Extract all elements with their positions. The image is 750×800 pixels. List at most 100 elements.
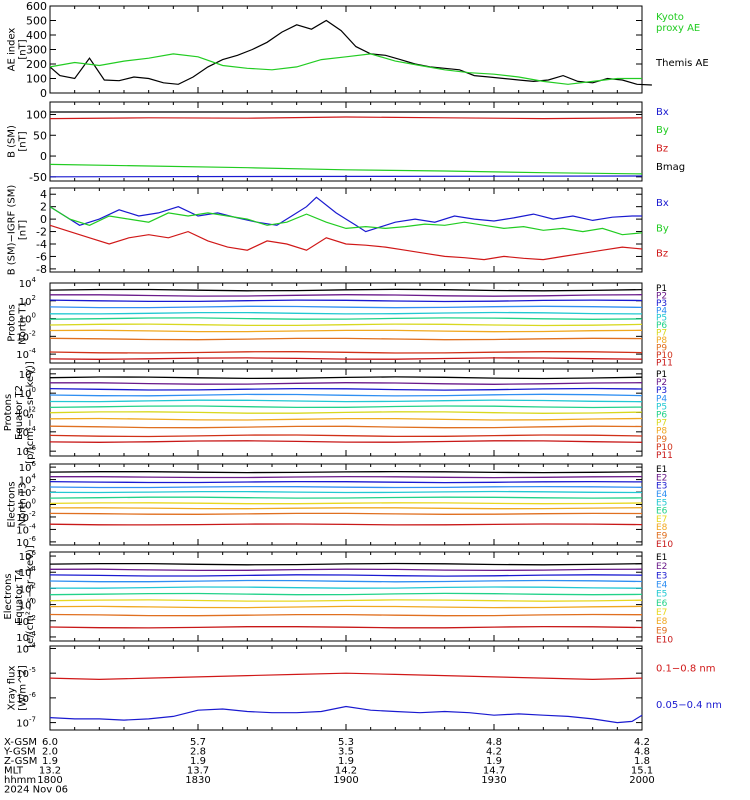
footer-value: 13.7 bbox=[187, 766, 209, 777]
legend-item: E8 bbox=[656, 523, 668, 533]
footer-value: 14.7 bbox=[483, 766, 505, 777]
channel-line bbox=[49, 502, 643, 505]
channel-line bbox=[49, 574, 643, 577]
y-tick-exponent: -4 bbox=[29, 522, 37, 530]
legend-item: E1 bbox=[656, 465, 667, 475]
y-tick-exponent: 4 bbox=[32, 473, 37, 481]
y-tick-label: -6 bbox=[36, 250, 47, 263]
footer-value: 1.9 bbox=[486, 756, 502, 767]
footer-value: 2.8 bbox=[190, 747, 206, 758]
y-axis-label: North T3 bbox=[18, 483, 29, 527]
series-line bbox=[49, 196, 642, 233]
channel-line bbox=[49, 323, 643, 327]
y-tick-exponent: 6 bbox=[32, 460, 37, 468]
footer-value: 14.2 bbox=[335, 766, 357, 777]
channel-line bbox=[49, 329, 643, 333]
panel-frame-8 bbox=[49, 645, 643, 731]
legend-item: P1 bbox=[656, 284, 667, 294]
y-tick-exponent: -2 bbox=[29, 510, 36, 518]
footer-value: 4.2 bbox=[634, 737, 650, 748]
y-tick-exponent: -2 bbox=[29, 614, 36, 622]
series-line bbox=[49, 175, 643, 178]
y-tick-label: 200 bbox=[26, 58, 47, 71]
legend-item: 0.05−0.4 nm bbox=[656, 700, 722, 711]
legend-item: E7 bbox=[656, 515, 667, 525]
panel-frame-3 bbox=[49, 187, 643, 273]
channel-line bbox=[49, 523, 643, 526]
legend-item: P6 bbox=[656, 321, 667, 331]
channel-line bbox=[49, 599, 643, 602]
legend-item: E9 bbox=[656, 626, 668, 636]
legend-item: Themis AE bbox=[655, 58, 709, 69]
y-axis-label: [nT] bbox=[18, 39, 29, 59]
channel-line bbox=[49, 351, 643, 354]
channel-line bbox=[49, 434, 643, 438]
channel-line bbox=[49, 387, 643, 391]
y-tick-exponent: -2 bbox=[29, 329, 36, 337]
channel-line bbox=[49, 317, 643, 320]
y-tick-exponent: 4 bbox=[32, 276, 37, 284]
channel-line bbox=[49, 605, 643, 609]
channel-line bbox=[49, 417, 643, 421]
y-axis-label: Protons bbox=[3, 394, 14, 431]
y-tick-label: 500 bbox=[26, 15, 47, 28]
y-tick-exponent: 4 bbox=[32, 565, 37, 573]
y-tick-label: -4 bbox=[36, 238, 47, 251]
series-line bbox=[49, 705, 643, 724]
legend-item: Bx bbox=[656, 198, 669, 209]
channel-line bbox=[50, 294, 643, 297]
channel-line bbox=[49, 625, 643, 629]
channel-line bbox=[49, 512, 643, 515]
y-axis-label: Electrons bbox=[3, 573, 14, 619]
series-line bbox=[49, 116, 643, 120]
legend-item: P5 bbox=[656, 314, 667, 324]
channel-line bbox=[49, 357, 643, 360]
legend-item: E3 bbox=[656, 571, 667, 581]
channel-line bbox=[49, 405, 643, 409]
y-tick-label: 600 bbox=[26, 0, 47, 13]
channel-line bbox=[50, 382, 643, 385]
channel-line bbox=[49, 440, 643, 443]
y-tick-label: 0 bbox=[40, 213, 47, 226]
footer-row-label: X-GSM bbox=[4, 737, 37, 748]
channel-line bbox=[49, 288, 643, 292]
footer-value: 5.7 bbox=[190, 737, 206, 748]
legend-item: E3 bbox=[656, 482, 667, 492]
legend-item: E9 bbox=[656, 532, 668, 542]
legend-item: E2 bbox=[656, 562, 667, 572]
series-line bbox=[49, 163, 643, 175]
legend-item: P7 bbox=[656, 419, 667, 429]
y-axis-label: [nT] bbox=[18, 220, 29, 240]
series-line bbox=[49, 53, 642, 85]
footer-value: 4.2 bbox=[486, 747, 502, 758]
legend-item: Bmag bbox=[656, 162, 685, 173]
footer-value: 13.2 bbox=[39, 766, 61, 777]
y-axis-label: B (SM)−IGRF (SM) bbox=[7, 185, 18, 276]
y-axis-label: AE index bbox=[7, 28, 18, 72]
footer-value: 15.1 bbox=[631, 766, 653, 777]
y-tick-exponent: 0 bbox=[32, 386, 36, 394]
channel-line bbox=[49, 507, 643, 510]
legend-item: P2 bbox=[656, 378, 667, 388]
legend-item: P6 bbox=[656, 410, 667, 420]
y-tick-label: 100 bbox=[26, 73, 47, 86]
channel-line bbox=[49, 496, 643, 499]
y-axis-label: B (SM) bbox=[7, 125, 18, 158]
y-tick-label: 400 bbox=[26, 29, 47, 42]
y-tick-label: 0 bbox=[40, 150, 47, 163]
channel-line bbox=[49, 399, 643, 403]
legend-item: E6 bbox=[656, 599, 668, 609]
legend-item: Kyoto bbox=[656, 12, 684, 23]
footer-value: 1.8 bbox=[634, 756, 650, 767]
y-axis-label: North T1 bbox=[18, 301, 29, 345]
legend-item: P7 bbox=[656, 329, 667, 339]
y-tick-label: 10-7 bbox=[16, 716, 36, 730]
legend-item: E8 bbox=[656, 617, 668, 627]
footer-value: 2.0 bbox=[42, 747, 58, 758]
y-tick-exponent: -2 bbox=[29, 406, 36, 414]
y-tick-exponent: -5 bbox=[29, 666, 36, 674]
footer-value: 1900 bbox=[333, 775, 358, 786]
y-tick-label: 0 bbox=[40, 87, 47, 100]
legend-item: E4 bbox=[656, 490, 668, 500]
